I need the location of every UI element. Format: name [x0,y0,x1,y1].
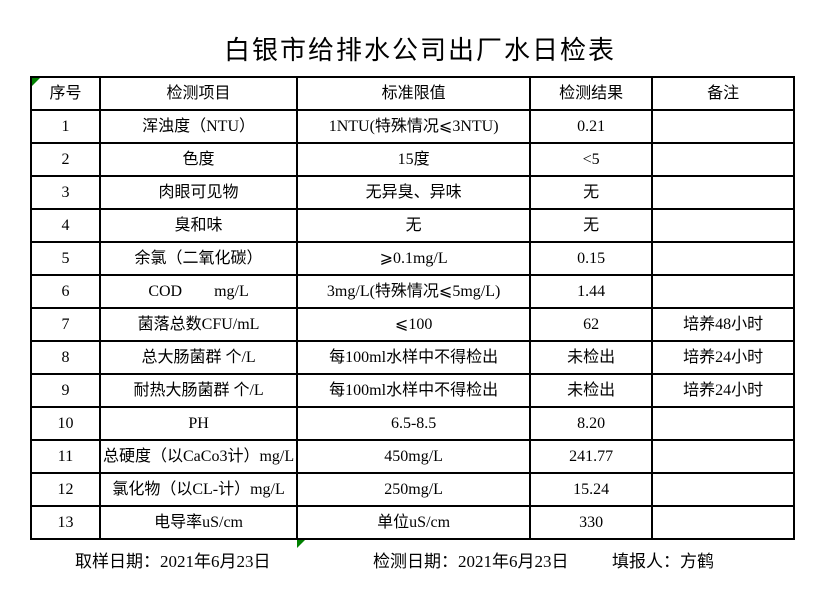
column-header-limit: 标准限值 [296,76,532,111]
sampling-date-text: 取样日期：2021年6月23日 [75,552,271,571]
cell-limit: 3mg/L(特殊情况⩽5mg/L) [296,274,532,309]
cell-serial: 11 [30,439,101,474]
cell-item: 电导率uS/cm [98,505,299,540]
cell-limit: 6.5-8.5 [296,406,532,441]
cell-serial: 3 [30,175,101,210]
cell-serial: 10 [30,406,101,441]
cell-note [651,241,796,276]
cell-result: 无 [529,175,654,210]
cell-note [651,142,796,177]
cell-note [651,439,796,474]
cell-result: 241.77 [529,439,654,474]
cell-note: 培养24小时 [651,373,796,408]
table-row: 4 臭和味 无 无 [30,208,796,243]
cell-item: 菌落总数CFU/mL [98,307,299,342]
table-row: 13 电导率uS/cm 单位uS/cm 330 [30,505,796,540]
cell-item: 余氯（二氧化碳） [98,241,299,276]
cell-note [651,175,796,210]
cell-limit: ⩾0.1mg/L [296,241,532,276]
cell-limit: ⩽100 [296,307,532,342]
cell-serial: 1 [30,109,101,144]
cell-serial: 2 [30,142,101,177]
cell-limit: 每100ml水样中不得检出 [296,340,532,375]
table-row: 11 总硬度（以CaCo3计）mg/L 450mg/L 241.77 [30,439,796,474]
cell-note [651,472,796,507]
cell-item: 色度 [98,142,299,177]
cell-result: 未检出 [529,373,654,408]
table-row: 7 菌落总数CFU/mL ⩽100 62 培养48小时 [30,307,796,342]
reporter-text: 填报人：方鹤 [612,552,714,571]
table-row: 6 COD mg/L 3mg/L(特殊情况⩽5mg/L) 1.44 [30,274,796,309]
cell-item: 臭和味 [98,208,299,243]
green-triangle-bottom-icon [297,540,305,548]
table-row: 5 余氯（二氧化碳） ⩾0.1mg/L 0.15 [30,241,796,276]
cell-note: 培养48小时 [651,307,796,342]
cell-limit: 无异臭、异味 [296,175,532,210]
cell-limit: 250mg/L [296,472,532,507]
cell-serial: 4 [30,208,101,243]
cell-limit: 单位uS/cm [296,505,532,540]
cell-result: 8.20 [529,406,654,441]
cell-note: 培养24小时 [651,340,796,375]
cell-result: 1.44 [529,274,654,309]
cell-result: 330 [529,505,654,540]
cell-note [651,505,796,540]
table-row: 12 氯化物（以CL-计）mg/L 250mg/L 15.24 [30,472,796,507]
cell-limit: 450mg/L [296,439,532,474]
cell-note [651,208,796,243]
cell-serial: 5 [30,241,101,276]
table-row: 1 浑浊度（NTU） 1NTU(特殊情况⩽3NTU) 0.21 [30,109,796,144]
cell-result: 62 [529,307,654,342]
table-row: 2 色度 15度 <5 [30,142,796,177]
cell-serial: 8 [30,340,101,375]
cell-limit: 1NTU(特殊情况⩽3NTU) [296,109,532,144]
cell-item: 总硬度（以CaCo3计）mg/L [98,439,299,474]
cell-result: <5 [529,142,654,177]
column-header-serial: 序号 [30,76,101,111]
cell-serial: 6 [30,274,101,309]
cell-serial: 13 [30,505,101,540]
cell-result: 15.24 [529,472,654,507]
table-row: 8 总大肠菌群 个/L 每100ml水样中不得检出 未检出 培养24小时 [30,340,796,375]
column-header-note: 备注 [651,76,796,111]
cell-limit: 无 [296,208,532,243]
cell-item: 浑浊度（NTU） [98,109,299,144]
cell-note [651,274,796,309]
cell-item: 耐热大肠菌群 个/L [98,373,299,408]
cell-serial: 12 [30,472,101,507]
table-row: 9 耐热大肠菌群 个/L 每100ml水样中不得检出 未检出 培养24小时 [30,373,796,408]
cell-item: 总大肠菌群 个/L [98,340,299,375]
cell-serial: 7 [30,307,101,342]
cell-item: PH [98,406,299,441]
cell-result: 未检出 [529,340,654,375]
cell-item: 氯化物（以CL-计）mg/L [98,472,299,507]
test-date-text: 检测日期：2021年6月23日 [373,552,569,571]
cell-item: COD mg/L [98,274,299,309]
cell-result: 无 [529,208,654,243]
inspection-table: 序号 检测项目 标准限值 检测结果 备注 1 浑浊度（NTU） 1NTU(特殊情… [30,76,796,540]
cell-serial: 9 [30,373,101,408]
cell-note [651,109,796,144]
table-row: 10 PH 6.5-8.5 8.20 [30,406,796,441]
page-title: 白银市给排水公司出厂水日检表 [223,35,616,65]
cell-result: 0.21 [529,109,654,144]
cell-note [651,406,796,441]
cell-limit: 15度 [296,142,532,177]
cell-item: 肉眼可见物 [98,175,299,210]
cell-limit: 每100ml水样中不得检出 [296,373,532,408]
column-header-result: 检测结果 [529,76,654,111]
header-row: 序号 检测项目 标准限值 检测结果 备注 [30,76,796,111]
column-header-item: 检测项目 [98,76,299,111]
table-row: 3 肉眼可见物 无异臭、异味 无 [30,175,796,210]
cell-result: 0.15 [529,241,654,276]
